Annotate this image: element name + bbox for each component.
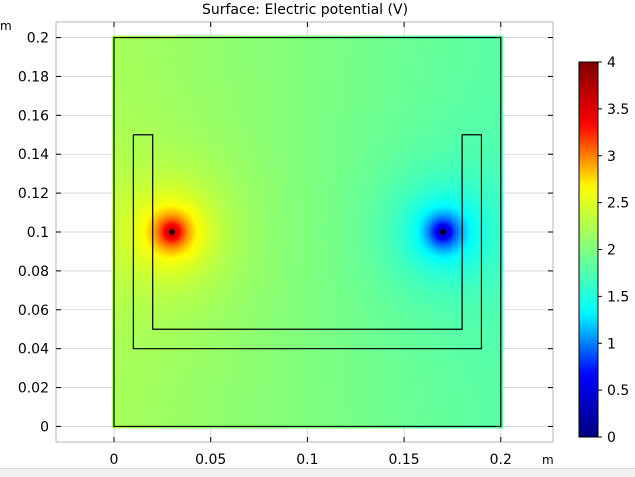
x-tick-label: 0.15 — [389, 452, 420, 468]
y-tick-label: 0.14 — [18, 147, 49, 163]
colorbar-tick-label: 3 — [607, 149, 616, 165]
colorbar-tick-label: 1.5 — [607, 289, 629, 305]
y-tick-label: 0.16 — [18, 108, 49, 124]
y-axis-unit: m — [0, 19, 12, 33]
colorbar-tick-label: 1 — [607, 336, 616, 352]
y-tick-label: 0.18 — [18, 69, 49, 85]
source-point — [440, 229, 446, 235]
container-outline — [132, 134, 483, 350]
y-axis: 0 0.02 0.04 0.06 0.08 0.1 0.12 0.14 0.16 0.18 0.2 — [18, 31, 553, 435]
y-tick-label: 0.06 — [18, 303, 49, 319]
x-axis: 0 0.05 0.1 0.15 0.2 — [110, 22, 512, 468]
x-axis-unit: m — [542, 453, 554, 467]
y-tick-label: 0 — [40, 419, 49, 435]
colorbar-tick-label: 4 — [607, 55, 616, 71]
colorbar-gradient — [578, 61, 599, 438]
potential-surface — [112, 35, 504, 429]
domain-boundary — [113, 36, 502, 428]
x-tick-label: 0.2 — [490, 452, 512, 468]
y-tick-label: 0.02 — [18, 381, 49, 397]
plot-title: Surface: Electric potential (V) — [202, 2, 408, 18]
y-tick-label: 0.2 — [27, 31, 49, 47]
colorbar: 0 0.5 1 1.5 2 2.5 3 3.5 4 — [578, 55, 629, 446]
geometry-outline — [113, 36, 502, 428]
colorbar-tick-label: 0.5 — [607, 383, 629, 399]
y-tick-label: 0.08 — [18, 264, 49, 280]
y-tick-label: 0.04 — [18, 342, 49, 358]
y-tick-label: 0.1 — [27, 225, 49, 241]
colorbar-tick-label: 3.5 — [607, 102, 629, 118]
colorbar-tick-label: 2 — [607, 243, 616, 259]
x-tick-label: 0.05 — [195, 452, 226, 468]
colorbar-ticks: 0 0.5 1 1.5 2 2.5 3 3.5 4 — [598, 55, 629, 446]
x-tick-label: 0 — [110, 452, 119, 468]
x-tick-label: 0.1 — [296, 452, 318, 468]
potential-field-image — [112, 35, 504, 429]
window-bottom-edge — [0, 468, 635, 477]
y-tick-label: 0.12 — [18, 186, 49, 202]
colorbar-tick-label: 2.5 — [607, 196, 629, 212]
colorbar-tick-label: 0 — [607, 430, 616, 446]
source-point — [169, 229, 175, 235]
